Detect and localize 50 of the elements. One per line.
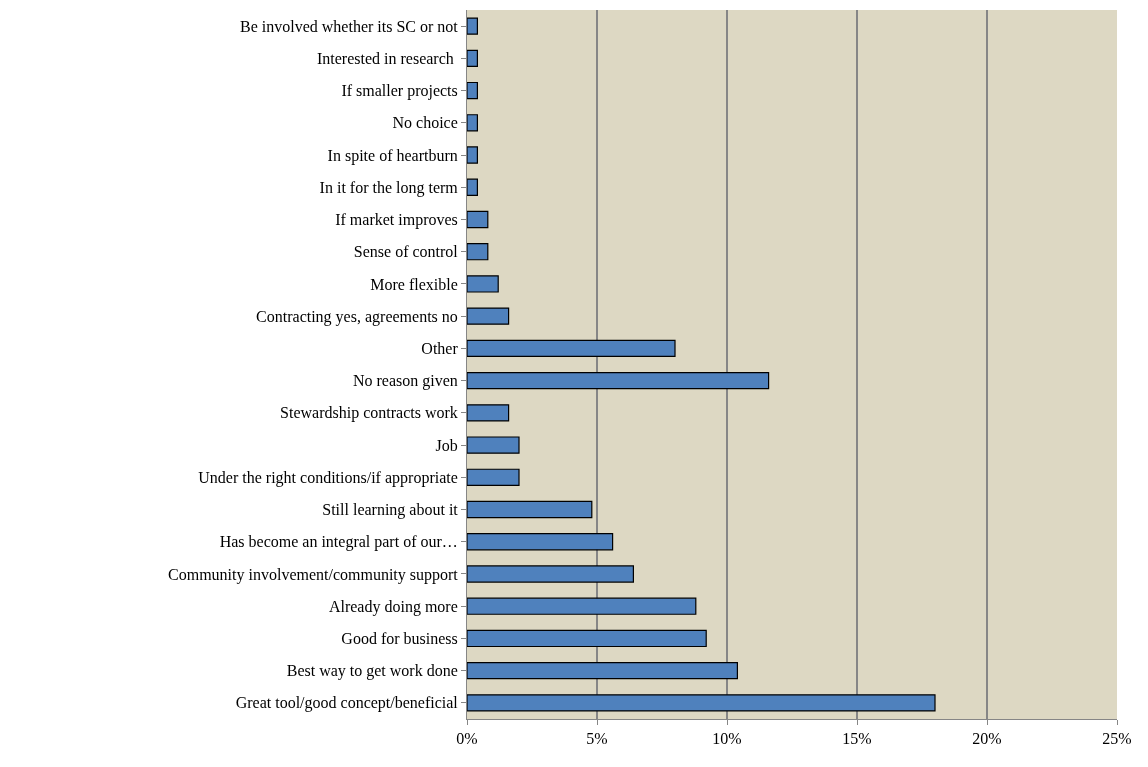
y-tick-label: Job [435, 436, 458, 454]
bar [467, 694, 936, 712]
y-tick-label: Other [421, 339, 459, 357]
bar [467, 339, 676, 358]
x-tick-label: 5% [586, 730, 608, 748]
y-tick-label: Interested in research [316, 49, 458, 67]
bar [467, 146, 478, 164]
y-tick-label: Under the right conditions/if appropriate [198, 468, 458, 487]
y-tick-label: No choice [392, 114, 458, 132]
bar [467, 597, 697, 615]
y-tick-label: In spite of heartburn [327, 146, 458, 165]
x-tick-label: 10% [712, 730, 742, 748]
y-tick-label: Be involved whether its SC or not [240, 17, 459, 35]
y-tick-label: Community involvement/community support [168, 565, 459, 584]
bar [467, 662, 738, 680]
y-tick-label: Stewardship contracts work [280, 404, 458, 423]
y-tick-label: Has become an integral part of our… [219, 533, 458, 552]
x-tick-label: 0% [456, 730, 478, 748]
y-tick-label: Sense of control [353, 243, 459, 261]
bar [467, 404, 510, 422]
y-tick-label: If smaller projects [341, 82, 458, 101]
bar [467, 565, 634, 583]
y-tick-label: Already doing more [328, 597, 458, 616]
bar [467, 178, 478, 196]
bar [467, 468, 520, 486]
y-tick-label: No reason given [352, 372, 458, 391]
bar [467, 500, 593, 519]
y-tick-label: Great tool/good concept/beneficial [235, 694, 459, 713]
bar [467, 49, 478, 67]
y-tick-label: Good for business [341, 630, 458, 648]
y-tick-label: Best way to get work done [286, 662, 458, 681]
y-tick-label: In it for the long term [319, 178, 459, 197]
y-tick-label: If market improves [335, 211, 458, 230]
bar [467, 81, 478, 100]
bar [467, 307, 510, 325]
x-tick-label: 15% [842, 730, 872, 748]
bar [467, 371, 770, 390]
bar [467, 275, 499, 293]
bar [467, 436, 520, 454]
x-tick-label: 25% [1102, 730, 1132, 748]
bar [467, 243, 489, 261]
bar [467, 533, 614, 551]
y-tick-label: More flexible [370, 275, 458, 293]
bar [467, 210, 489, 229]
y-tick-label: Contracting yes, agreements no [256, 307, 458, 326]
y-tick-label: Still learning about it [322, 501, 459, 520]
x-tick-label: 20% [972, 730, 1002, 748]
bar [467, 114, 478, 132]
bar [467, 17, 478, 35]
bar [467, 629, 707, 648]
